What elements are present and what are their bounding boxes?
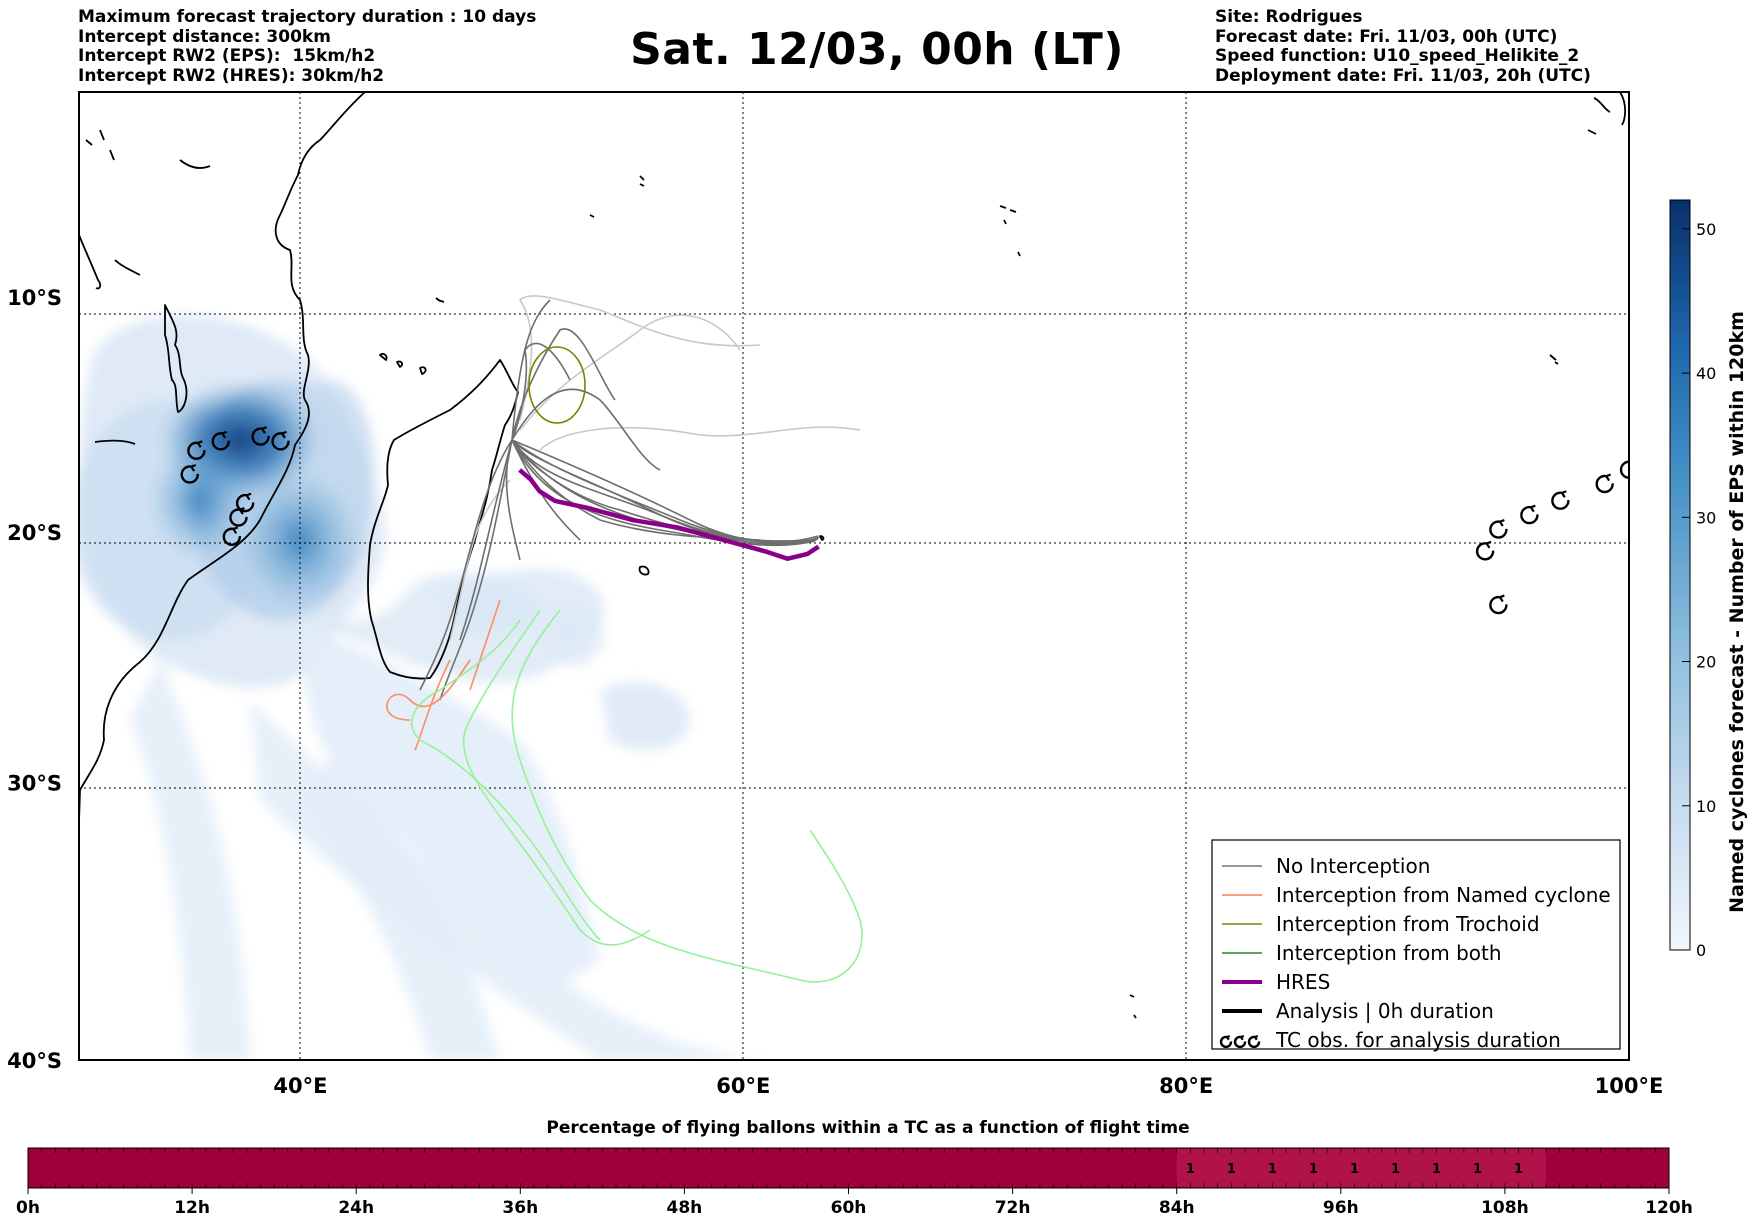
mauritius-island [638,565,650,576]
colorbar-tick-label: 10 [1696,797,1716,816]
legend-item: HRES [1222,970,1330,994]
lon-tick-label: 100°E [1595,1074,1664,1098]
map-area [79,92,1629,1060]
hres-track [518,468,820,561]
comoros [379,353,427,375]
tc-obs-symbol [1551,490,1570,510]
tc-obs-symbol [1520,504,1539,525]
legend-item: TC obs. for analysis duration [1219,1028,1561,1052]
legend-item: Interception from both [1222,941,1502,965]
tc-obs-symbol [1619,460,1629,479]
africa-coastline [79,92,366,823]
colorbar-tick-label: 40 [1696,364,1716,383]
legend-label: HRES [1276,970,1330,994]
map-frame [78,91,1630,1061]
rodrigues-island [819,535,825,541]
header-left-line: Maximum forecast trajectory duration : 1… [78,7,537,27]
tc-obs-symbol [1489,594,1508,615]
page-title: Sat. 12/03, 00h (LT) [630,24,1124,75]
tc-obs-legend-icon [1219,1034,1233,1049]
lat-tick-label: 10°S [7,286,62,310]
colorbar-scale [1669,199,1691,951]
colorbar: 0 10 20 30 40 50 Named cyclones forecast - Nu… [1669,199,1748,960]
legend-item: Analysis | 0h duration [1222,999,1494,1023]
map-legend: No Interception Interception from Named c… [1211,839,1621,1052]
lon-tick-label: 40°E [273,1074,327,1098]
coast-fragment [79,234,102,290]
legend-item: Interception from Trochoid [1222,912,1540,936]
colorbar-tick-label: 0 [1696,941,1706,960]
latitude-labels: 10°S 20°S 30°S 40°S [7,286,62,1073]
header-left-line: Intercept RW2 (EPS): 15km/h2 [78,46,376,66]
colorbar-label: Named cyclones forecast - Number of EPS … [1726,311,1748,913]
legend-label: No Interception [1276,854,1430,878]
madagascar [367,359,519,680]
tc-obs-symbol [211,430,230,451]
tc-obs-legend-icon [1233,1034,1247,1049]
tc-obs-symbol [251,426,270,446]
legend-label: TC obs. for analysis duration [1275,1028,1561,1052]
cyclone-density-field [79,315,790,1060]
tc-obs-symbol [222,526,241,546]
header-right-line: Deployment date: Fri. 11/03, 20h (UTC) [1215,65,1591,86]
tc-obs-symbol [1595,473,1614,494]
eps-trajectories [386,295,863,983]
legend-label: Analysis | 0h duration [1276,999,1494,1023]
longitude-labels: 40°E 60°E 80°E 100°E [273,1074,1663,1098]
header-left-info: Maximum forecast trajectory duration : 1… [78,7,537,86]
colorbar-tick-label: 50 [1696,220,1716,239]
colorbar-tick-label: 30 [1696,508,1716,527]
tc-obs-legend-icon [1247,1034,1261,1049]
legend-item: No Interception [1222,854,1430,878]
lat-tick-label: 30°S [7,772,62,796]
map-gridlines [79,92,1629,1060]
legend-box [1211,839,1621,1050]
header-right-line: Site: Rodrigues [1215,7,1363,27]
tc-obs-symbol [180,464,199,484]
colorbar-ticks: 0 10 20 30 40 50 [1682,220,1716,960]
colorbar-tick-label: 20 [1696,653,1716,672]
tc-obs-symbol [1489,519,1508,539]
legend-item: Interception from Named cyclone [1222,883,1611,907]
legend-label: Interception from Named cyclone [1276,883,1611,907]
tc-obs-symbol [1475,540,1495,561]
lon-tick-label: 60°E [716,1074,770,1098]
header-right-line: Forecast date: Fri. 11/03, 00h (UTC) [1215,26,1558,47]
tc-obs-symbol [187,440,206,460]
tc-obs-symbol [271,430,290,451]
tc-obs-symbol [229,507,248,527]
header-left-line: Intercept distance: 300km [78,26,331,47]
tc-observations [180,426,1629,615]
header-left-line: Intercept RW2 (HRES): 30km/h2 [78,65,385,86]
lat-tick-label: 20°S [7,521,62,545]
lon-tick-label: 80°E [1159,1074,1213,1098]
header-right-line: Speed function: U10_speed_Helikite_2 [1215,46,1580,66]
legend-label: Interception from both [1276,941,1502,965]
legend-label: Interception from Trochoid [1276,912,1540,936]
lat-tick-label: 40°S [7,1049,62,1073]
coastlines [79,92,1627,1019]
lake-malawi [164,304,188,413]
header-right-info: Site: Rodrigues Forecast date: Fri. 11/0… [1215,7,1591,86]
